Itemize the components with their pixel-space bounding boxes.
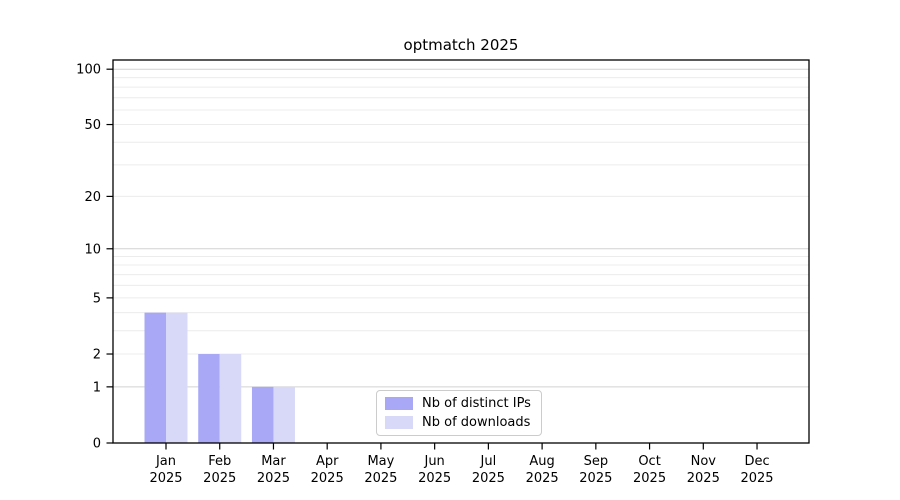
- x-tick-label-month: Apr: [316, 454, 339, 469]
- bar-downloads-jan: [166, 312, 188, 443]
- x-tick-label-year: 2025: [257, 471, 290, 486]
- bar-downloads-feb: [219, 354, 242, 443]
- x-tick-label-month: Jul: [480, 454, 497, 469]
- legend: Nb of distinct IPs Nb of downloads: [376, 390, 542, 436]
- y-tick-label: 50: [84, 118, 101, 133]
- axes-frame: [112, 59, 810, 444]
- x-tick-label-month: Jan: [155, 454, 176, 469]
- x-tick-label-month: Aug: [529, 454, 554, 469]
- x-tick-label-month: Nov: [691, 454, 717, 469]
- y-tick-label: 1: [93, 380, 101, 395]
- bar-downloads-mar: [273, 386, 295, 443]
- legend-label-distinct-ips: Nb of distinct IPs: [422, 396, 531, 411]
- x-tick-label-year: 2025: [149, 471, 182, 486]
- x-tick-label-month: Dec: [744, 454, 769, 469]
- y-tick-label: 20: [84, 190, 101, 205]
- legend-item-downloads: Nb of downloads: [385, 415, 531, 430]
- chart-title: optmatch 2025: [403, 36, 519, 54]
- x-tick-label-year: 2025: [364, 471, 397, 486]
- x-tick-label-year: 2025: [203, 471, 236, 486]
- y-tick-label: 0: [93, 437, 101, 452]
- x-tick-label-year: 2025: [579, 471, 612, 486]
- x-tick-label-year: 2025: [687, 471, 720, 486]
- x-tick-label-month: Jun: [423, 454, 444, 469]
- x-tick-label-month: Mar: [261, 454, 286, 469]
- x-tick-label-month: Sep: [584, 454, 609, 469]
- x-tick-label-month: May: [367, 454, 394, 469]
- bar-distinct-ips-mar: [251, 386, 274, 443]
- x-tick-label-year: 2025: [633, 471, 666, 486]
- legend-label-downloads: Nb of downloads: [422, 415, 531, 430]
- x-tick-label-month: Oct: [638, 454, 660, 469]
- legend-swatch-downloads-icon: [385, 416, 413, 429]
- x-tick-label-year: 2025: [311, 471, 344, 486]
- legend-swatch-distinct-ips-icon: [385, 397, 413, 410]
- x-tick-label-year: 2025: [418, 471, 451, 486]
- bar-distinct-ips-feb: [198, 354, 220, 443]
- y-tick-label: 100: [76, 63, 101, 78]
- x-tick-label-year: 2025: [740, 471, 773, 486]
- legend-item-distinct-ips: Nb of distinct IPs: [385, 396, 531, 411]
- bar-distinct-ips-jan: [144, 312, 166, 443]
- x-tick-label-year: 2025: [472, 471, 505, 486]
- x-tick-label-year: 2025: [526, 471, 559, 486]
- y-tick-label: 2: [93, 348, 101, 363]
- y-tick-label: 5: [93, 291, 101, 306]
- x-tick-label-month: Feb: [208, 454, 231, 469]
- y-tick-label: 10: [84, 242, 101, 257]
